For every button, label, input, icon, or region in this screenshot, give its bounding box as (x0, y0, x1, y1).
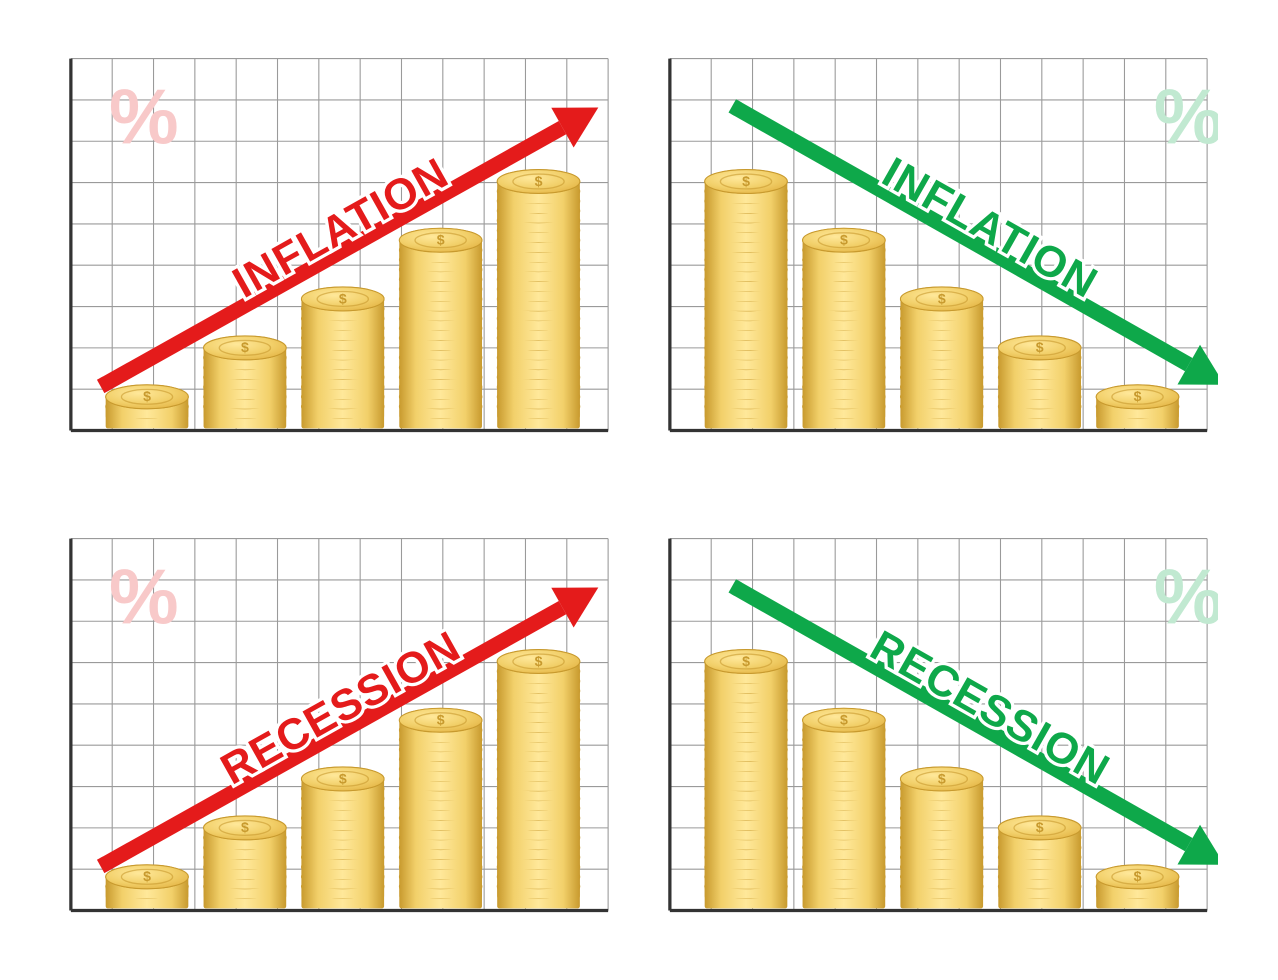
chart-inflation-down: %$$$$$INFLATION (659, 50, 1218, 450)
svg-text:$: $ (143, 868, 151, 884)
chart-inflation-up: %$$$$$INFLATION (60, 50, 619, 450)
svg-text:$: $ (241, 339, 249, 355)
chart-recession-up: %$$$$$RECESSION (60, 530, 619, 930)
svg-text:$: $ (143, 388, 151, 404)
svg-text:$: $ (742, 173, 750, 189)
svg-text:$: $ (1036, 339, 1044, 355)
svg-text:%: % (1154, 72, 1218, 160)
panel-inflation-up: %$$$$$INFLATION (60, 50, 619, 450)
svg-text:$: $ (938, 290, 946, 306)
svg-text:$: $ (938, 770, 946, 786)
svg-text:$: $ (339, 770, 347, 786)
svg-text:$: $ (1134, 388, 1142, 404)
svg-text:%: % (109, 552, 179, 640)
svg-text:$: $ (241, 819, 249, 835)
svg-text:$: $ (535, 653, 543, 669)
svg-text:$: $ (437, 712, 445, 728)
svg-text:%: % (1154, 552, 1218, 640)
chart-recession-down: %$$$$$RECESSION (659, 530, 1218, 930)
svg-text:$: $ (437, 232, 445, 248)
svg-text:$: $ (339, 290, 347, 306)
svg-text:$: $ (742, 653, 750, 669)
svg-text:$: $ (840, 232, 848, 248)
infographic-grid: %$$$$$INFLATION %$$$$$INFLATION %$$$$$RE… (0, 0, 1278, 980)
svg-text:$: $ (535, 173, 543, 189)
svg-text:$: $ (1134, 868, 1142, 884)
svg-text:%: % (109, 72, 179, 160)
svg-text:$: $ (1036, 819, 1044, 835)
panel-inflation-down: %$$$$$INFLATION (659, 50, 1218, 450)
panel-recession-up: %$$$$$RECESSION (60, 530, 619, 930)
panel-recession-down: %$$$$$RECESSION (659, 530, 1218, 930)
svg-text:$: $ (840, 712, 848, 728)
